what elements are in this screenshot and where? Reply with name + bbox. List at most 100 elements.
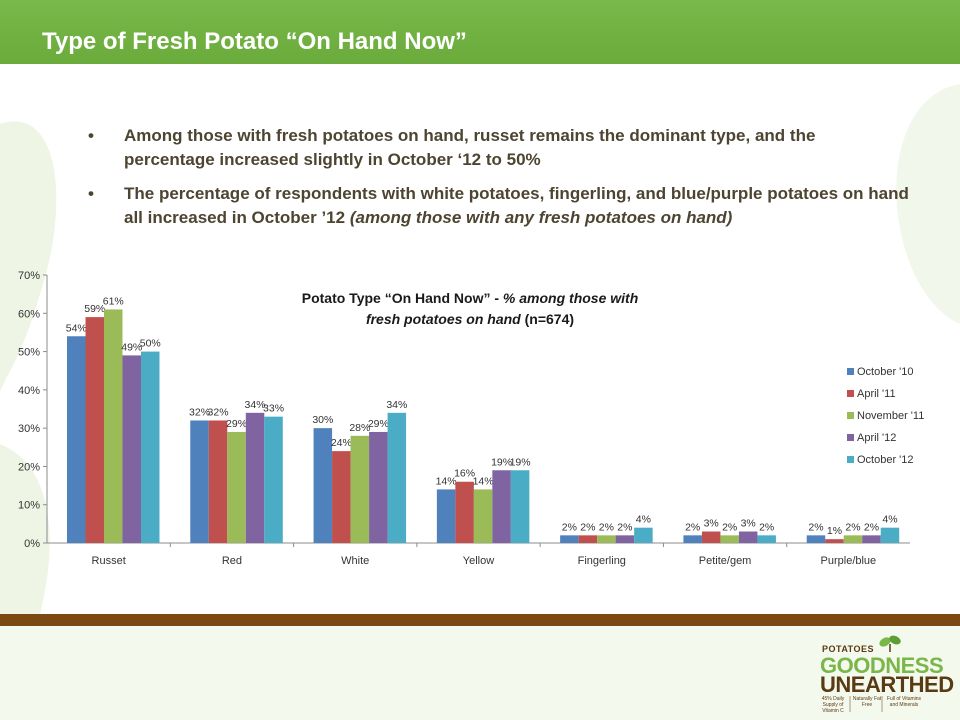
bar [313, 428, 333, 543]
bar [85, 317, 104, 543]
data-label: 2% [808, 521, 823, 533]
leaf-watermark [0, 84, 960, 614]
bar [104, 309, 123, 543]
data-label: 2% [685, 521, 700, 533]
data-label: 61% [103, 295, 124, 307]
bar [455, 481, 474, 543]
bar [387, 412, 407, 543]
data-label: 14% [473, 475, 494, 487]
legend-label: October '10 [857, 366, 914, 378]
x-tick-label: Russet [92, 555, 126, 567]
legend-label: October '12 [857, 454, 914, 466]
footer [0, 626, 960, 720]
x-tick-label: Yellow [463, 555, 494, 567]
data-label: 2% [599, 521, 614, 533]
y-tick-label: 70% [18, 270, 40, 282]
data-label: 50% [140, 338, 161, 350]
data-label: 29% [226, 418, 247, 430]
bar [190, 420, 209, 543]
data-label: 2% [864, 521, 879, 533]
y-tick-label: 10% [18, 500, 40, 512]
bar [806, 535, 826, 543]
data-label: 34% [245, 399, 266, 411]
logo-line-1: POTATOES [822, 644, 875, 654]
data-label: 59% [84, 303, 105, 315]
legend-label: April '12 [857, 432, 896, 444]
bar [862, 535, 881, 543]
bar [473, 489, 493, 543]
bar [738, 531, 758, 543]
y-tick-label: 30% [18, 423, 40, 435]
bar [560, 535, 579, 543]
data-label: 30% [312, 414, 333, 426]
data-label: 2% [617, 521, 632, 533]
bar [245, 412, 265, 543]
legend-swatch [847, 390, 854, 397]
data-label: 2% [759, 521, 774, 533]
y-tick-label: 60% [18, 308, 40, 320]
bullet-list: Among those with fresh potatoes on hand,… [80, 124, 910, 240]
data-label: 34% [386, 399, 407, 411]
data-label: 33% [263, 403, 284, 415]
legend-swatch [847, 456, 854, 463]
logo-sub-1: 45% Daily Supply of Vitamin C [821, 696, 845, 714]
x-tick-label: Fingerling [578, 555, 626, 567]
slide-title: Type of Fresh Potato “On Hand Now” [42, 28, 467, 55]
bar [615, 535, 635, 543]
data-label: 3% [704, 518, 719, 530]
bar-chart: 0% 10% 20% 30% 40% 50% 60% 70% Russet 54% 59% 61% 49… [0, 260, 960, 580]
legend-swatch [847, 368, 854, 375]
y-tick-label: 40% [18, 385, 40, 397]
bar [67, 336, 86, 543]
bar [227, 431, 246, 543]
data-label: 3% [741, 518, 756, 530]
data-label: 24% [331, 437, 352, 449]
logo-line-2: GOODNESS [820, 653, 944, 678]
bar [597, 535, 616, 543]
bullet-item: Among those with fresh potatoes on hand,… [80, 124, 910, 172]
y-tick-label: 20% [18, 461, 40, 473]
bar [141, 351, 160, 543]
data-label: 54% [66, 322, 87, 334]
x-tick-label: White [341, 555, 369, 567]
bar [208, 420, 228, 543]
bar [332, 451, 351, 543]
bar [350, 435, 370, 543]
data-label: 29% [368, 418, 389, 430]
divider-bar [0, 614, 960, 626]
title-bar: Type of Fresh Potato “On Hand Now” [0, 0, 960, 64]
data-label: 1% [827, 525, 842, 537]
logo-sub-3: Full of Vitamins and Minerals [886, 696, 922, 708]
legend-label: April '11 [857, 388, 896, 400]
data-label: 14% [436, 475, 457, 487]
x-tick-label: Purple/blue [821, 555, 877, 567]
legend-label: November '11 [857, 410, 924, 422]
bar [757, 535, 776, 543]
data-label: 4% [882, 514, 897, 526]
bar [701, 531, 721, 543]
potatoes-goodness-unearthed-logo: POTATOES GOODNESS UNEARTHED 45% Daily Su… [792, 634, 954, 714]
data-label: 2% [722, 521, 737, 533]
bar [264, 416, 283, 543]
bar [843, 535, 863, 543]
data-label: 49% [121, 341, 142, 353]
data-label: 28% [349, 422, 370, 434]
data-label: 2% [580, 521, 595, 533]
data-label: 4% [636, 514, 651, 526]
legend-swatch [847, 412, 854, 419]
x-tick-label: Red [222, 555, 242, 567]
chart-svg: 0% 10% 20% 30% 40% 50% 60% 70% Russet 54% 59%61% 49… [18, 270, 924, 567]
data-label: 2% [562, 521, 577, 533]
logo-line-3: UNEARTHED [820, 672, 954, 697]
bar [578, 535, 598, 543]
x-tick-label: Petite/gem [699, 555, 752, 567]
data-label: 2% [845, 521, 860, 533]
bar [880, 527, 900, 543]
y-tick-label: 0% [24, 538, 40, 550]
y-tick-label: 50% [18, 347, 40, 359]
bar [510, 470, 530, 543]
bar [122, 355, 141, 543]
logo-sub-2: Naturally Fat Free [852, 696, 882, 708]
data-label: 32% [208, 406, 229, 418]
data-label: 19% [491, 456, 512, 468]
